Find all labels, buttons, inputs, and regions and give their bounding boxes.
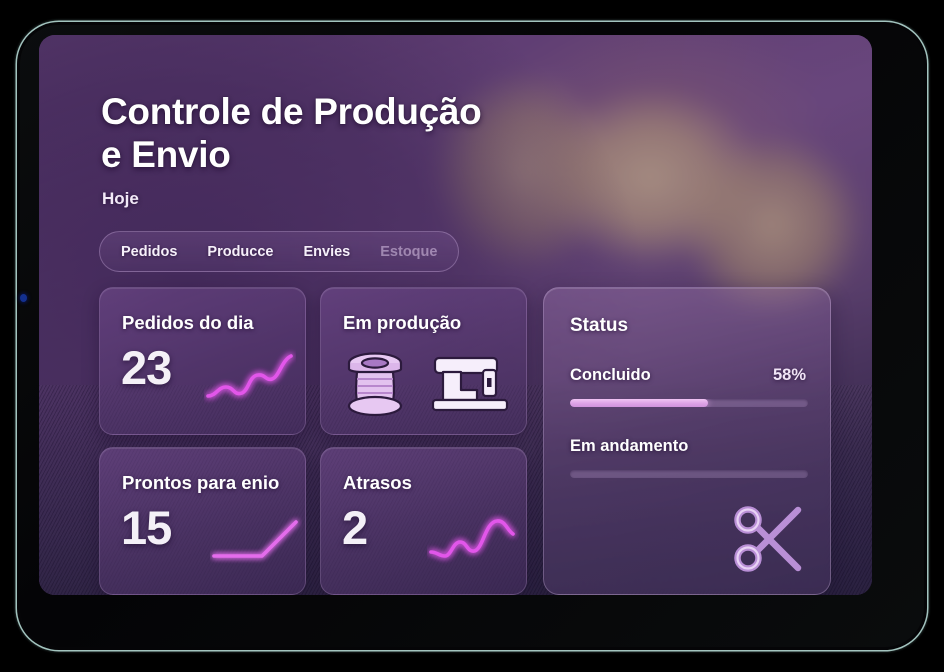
scissors-icon (734, 506, 802, 572)
card-atrasos[interactable]: Atrasos 2 (320, 447, 527, 595)
tab-pedidos[interactable]: Pedidos (121, 243, 178, 260)
status-panel: Status Concluido 58% Em andamento (543, 287, 831, 595)
sparkline-wavy-rising-icon (206, 354, 293, 398)
status-row-percent-concluido: 58% (772, 366, 806, 384)
sparkline-flat-then-rising-icon (212, 520, 298, 558)
card-value: 2 (342, 501, 368, 554)
tab-bar: Pedidos Producce Envies Estoque (99, 231, 460, 272)
card-prontos-para-enio[interactable]: Prontos para enio 15 (99, 447, 306, 595)
sewing-machine-icon (431, 356, 509, 412)
sparkline-wavy-rising-icon (429, 519, 515, 558)
card-label: Em produção (343, 312, 462, 333)
progress-bar-fill (570, 399, 709, 407)
card-pedidos-do-dia[interactable]: Pedidos do dia 23 (99, 287, 306, 435)
camera-dot-icon (20, 294, 27, 302)
status-panel-title: Status (570, 315, 629, 336)
card-value: 15 (121, 501, 172, 554)
progress-bar-concluido[interactable] (570, 399, 808, 407)
progress-bar-em-andamento[interactable] (570, 470, 808, 478)
thread-spool-icon (347, 352, 403, 417)
card-value: 23 (121, 341, 172, 394)
tablet-screen: Controle de Produção e Envio Hoje Pedido… (39, 35, 872, 595)
page-title: Controle de Produção e Envio (101, 91, 482, 175)
status-row-label-em-andamento: Em andamento (570, 437, 689, 455)
app-ui: Controle de Produção e Envio Hoje Pedido… (39, 35, 872, 595)
tab-estoque[interactable]: Estoque (380, 243, 438, 260)
tab-envies[interactable]: Envies (303, 243, 351, 260)
status-row-label-concluido: Concluido (570, 366, 651, 384)
card-label: Pedidos do dia (122, 312, 254, 333)
card-em-producao[interactable]: Em produção (320, 287, 527, 435)
card-label: Prontos para enio (122, 472, 280, 493)
tab-producce[interactable]: Producce (207, 243, 274, 260)
card-label: Atrasos (343, 472, 412, 493)
page-subtitle: Hoje (102, 189, 139, 208)
